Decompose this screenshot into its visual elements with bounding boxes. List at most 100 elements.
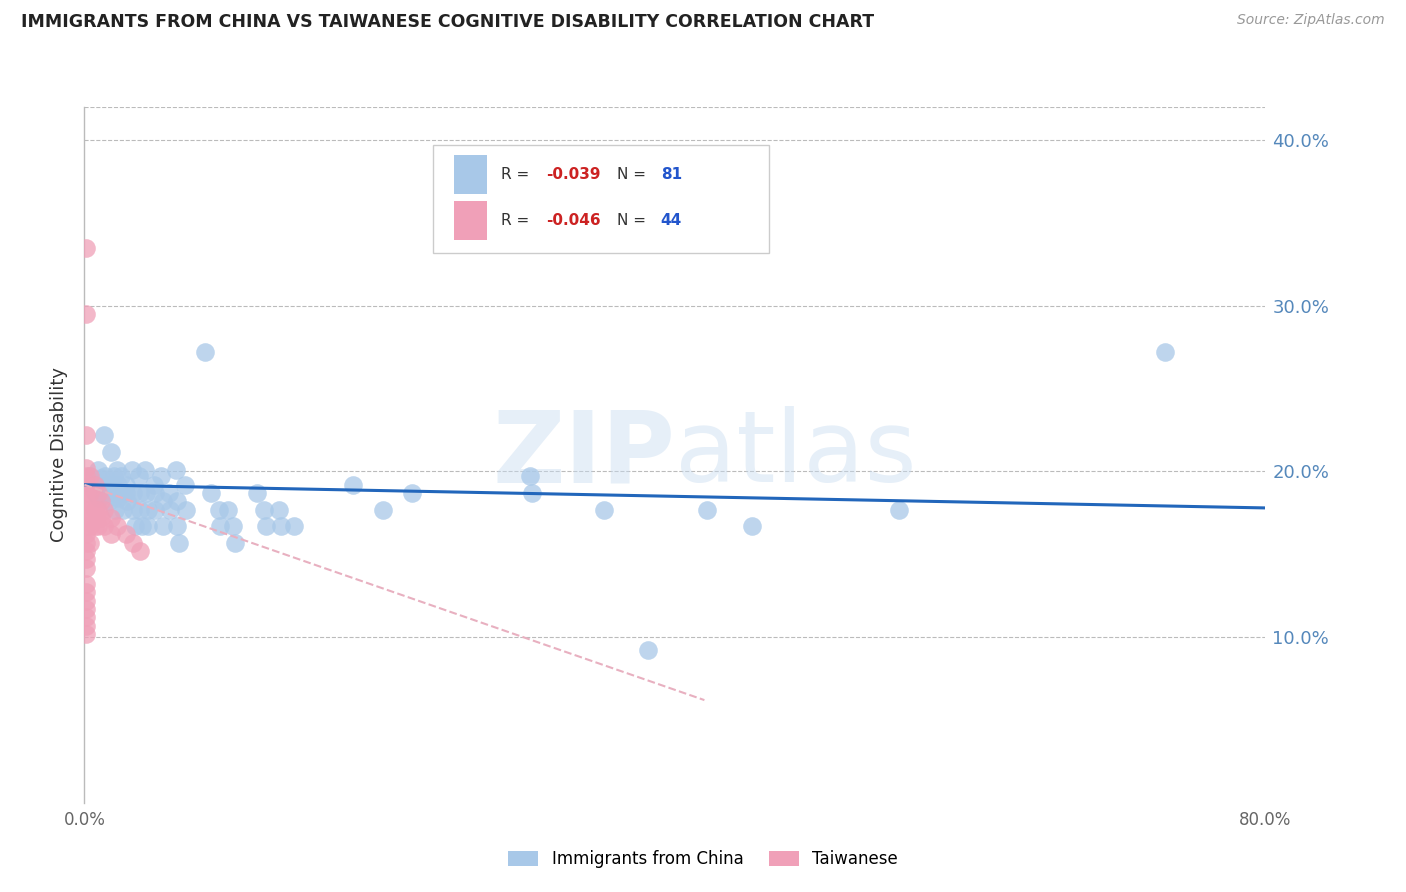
Point bbox=[100, 527, 122, 541]
Point bbox=[90, 511, 112, 525]
Point bbox=[75, 552, 97, 566]
Point bbox=[115, 494, 138, 508]
Point bbox=[75, 502, 97, 516]
Point bbox=[75, 627, 97, 641]
Text: 44: 44 bbox=[661, 213, 682, 228]
Point bbox=[75, 577, 97, 591]
Point bbox=[75, 527, 97, 541]
Point bbox=[270, 519, 292, 533]
Point bbox=[152, 494, 174, 508]
Point bbox=[143, 486, 166, 500]
Point bbox=[254, 519, 277, 533]
Point bbox=[104, 502, 127, 516]
Point bbox=[166, 519, 188, 533]
Text: -0.039: -0.039 bbox=[546, 167, 600, 182]
Point bbox=[253, 502, 276, 516]
Point bbox=[75, 519, 97, 533]
Legend: Immigrants from China, Taiwanese: Immigrants from China, Taiwanese bbox=[502, 844, 904, 875]
Point bbox=[165, 463, 187, 477]
Point bbox=[75, 560, 97, 574]
Point bbox=[150, 469, 173, 483]
Point bbox=[75, 486, 97, 500]
Point bbox=[129, 486, 152, 500]
Point bbox=[75, 610, 97, 624]
Point bbox=[110, 469, 132, 483]
Point bbox=[124, 519, 146, 533]
Point bbox=[75, 241, 97, 255]
Point bbox=[94, 479, 117, 493]
Text: -0.046: -0.046 bbox=[546, 213, 600, 228]
Point bbox=[128, 469, 150, 483]
Text: R =: R = bbox=[502, 167, 534, 182]
Point bbox=[446, 212, 468, 227]
Point bbox=[131, 519, 153, 533]
Text: atlas: atlas bbox=[675, 407, 917, 503]
Point bbox=[173, 477, 195, 491]
FancyBboxPatch shape bbox=[454, 155, 486, 194]
Point bbox=[157, 486, 180, 500]
Point bbox=[283, 519, 305, 533]
Point bbox=[217, 502, 239, 516]
Text: R =: R = bbox=[502, 213, 534, 228]
Point bbox=[90, 479, 112, 493]
Point bbox=[104, 486, 127, 500]
Point bbox=[593, 502, 616, 516]
Point bbox=[75, 477, 97, 491]
Point bbox=[122, 502, 145, 516]
Point bbox=[111, 502, 134, 516]
Point bbox=[90, 471, 112, 485]
Point bbox=[75, 469, 97, 483]
Text: N =: N = bbox=[617, 167, 651, 182]
Point bbox=[75, 535, 97, 549]
Point bbox=[246, 486, 269, 500]
Point bbox=[105, 519, 128, 533]
Point bbox=[121, 463, 143, 477]
Point bbox=[520, 486, 543, 500]
Point bbox=[208, 502, 231, 516]
Point bbox=[222, 519, 245, 533]
Point bbox=[82, 477, 104, 491]
Point bbox=[93, 502, 115, 516]
Point bbox=[89, 491, 111, 505]
Point bbox=[79, 535, 101, 549]
Point bbox=[75, 544, 97, 558]
Point bbox=[637, 643, 659, 657]
Point bbox=[79, 469, 101, 483]
Point bbox=[142, 477, 165, 491]
Text: IMMIGRANTS FROM CHINA VS TAIWANESE COGNITIVE DISABILITY CORRELATION CHART: IMMIGRANTS FROM CHINA VS TAIWANESE COGNI… bbox=[21, 13, 875, 31]
FancyBboxPatch shape bbox=[454, 202, 486, 240]
Point bbox=[159, 502, 181, 516]
Point bbox=[269, 502, 291, 516]
Point bbox=[90, 494, 112, 508]
Point bbox=[122, 535, 145, 549]
Point bbox=[86, 486, 108, 500]
Point bbox=[97, 477, 120, 491]
Point bbox=[75, 461, 97, 475]
Point bbox=[83, 477, 105, 491]
Point bbox=[83, 519, 105, 533]
Point bbox=[83, 502, 105, 516]
Point bbox=[75, 618, 97, 632]
Point bbox=[77, 469, 100, 483]
Point bbox=[79, 519, 101, 533]
Point bbox=[91, 488, 114, 502]
Point bbox=[135, 486, 157, 500]
Point bbox=[75, 602, 97, 616]
Point bbox=[152, 519, 174, 533]
Point bbox=[86, 519, 108, 533]
Point bbox=[1154, 345, 1177, 359]
Point bbox=[79, 502, 101, 516]
Point bbox=[114, 486, 136, 500]
Point bbox=[129, 502, 152, 516]
Text: Source: ZipAtlas.com: Source: ZipAtlas.com bbox=[1237, 13, 1385, 28]
Point bbox=[519, 469, 541, 483]
Point bbox=[342, 477, 364, 491]
Point bbox=[143, 502, 166, 516]
Point bbox=[200, 486, 222, 500]
Point bbox=[696, 502, 718, 516]
Point bbox=[401, 486, 423, 500]
Point bbox=[86, 486, 108, 500]
Point bbox=[134, 463, 156, 477]
Point bbox=[103, 469, 125, 483]
Point bbox=[114, 527, 136, 541]
